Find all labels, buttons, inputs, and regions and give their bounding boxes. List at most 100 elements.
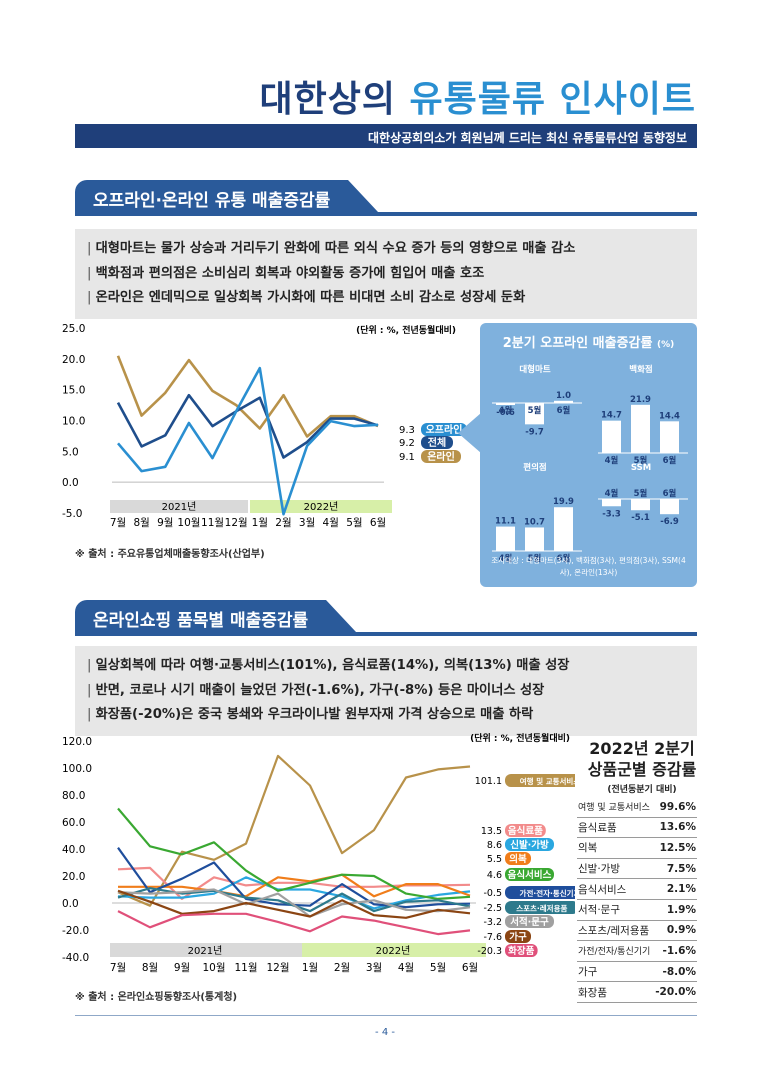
table2: 여행 및 교통서비스 99.6% 음식료품 13.6% 의복 12.5% 신발·가방 7.5%… bbox=[577, 797, 697, 1003]
x-tick-label: 4월 bbox=[398, 962, 414, 974]
panel-title-text: 2분기 오프라인 매출증감률 bbox=[502, 336, 653, 351]
chart1-end-labels: 9.3 오프라인 9.2 전체 9.1 온라인 bbox=[399, 423, 467, 463]
x-tick-label: 1월 bbox=[302, 962, 318, 974]
series-line bbox=[117, 366, 379, 516]
table-row: 음식료품 13.6% bbox=[577, 818, 697, 839]
panel-bar-value: -6.9 bbox=[660, 517, 679, 527]
x-tick-label: 5월 bbox=[430, 962, 446, 974]
y-tick-label: 20.0 bbox=[62, 871, 85, 883]
panel-bar-value: -5.1 bbox=[631, 513, 650, 523]
x-tick-label: 1월 bbox=[252, 517, 268, 529]
chart2-unit-note: (단위 : %, 전년동월대비) bbox=[470, 732, 570, 744]
end-label: 신발·가방 bbox=[510, 839, 549, 851]
end-badge-online bbox=[421, 450, 461, 463]
series-line bbox=[116, 355, 379, 438]
x-tick-label: 10월 bbox=[177, 517, 200, 529]
end-badge bbox=[505, 886, 575, 899]
table-item: 스포츠/레저용품 bbox=[578, 924, 650, 937]
panel-bar-value: 21.9 bbox=[630, 395, 651, 405]
table-value: -8.0% bbox=[662, 965, 696, 978]
panel-month-label: 6월 bbox=[557, 405, 571, 416]
panel-bar bbox=[496, 526, 515, 551]
panel-month-label: 5월 bbox=[528, 553, 542, 564]
table-row: 가구 -8.0% bbox=[577, 962, 697, 983]
end-label: 스포츠·레저용품 bbox=[516, 903, 567, 913]
y-tick-label: 5.0 bbox=[62, 446, 79, 458]
panel-month-label: 4월 bbox=[499, 405, 513, 416]
footer-divider bbox=[75, 1015, 697, 1016]
panel-bar-value: 19.9 bbox=[553, 497, 574, 507]
end-label: 화장품 bbox=[508, 945, 534, 957]
offline-panel: 2분기 오프라인 매출증감률 (%) 대형마트 -0.6 4월 -9.7 5월 1.0 6월… bbox=[480, 323, 697, 587]
panel-bar bbox=[496, 403, 515, 405]
chart1-x-ticks: 7월 8월 9월 10월 11월 12월 1월 2월 3월 4월 5월 6월 bbox=[110, 517, 386, 529]
end-value: -20.3 bbox=[477, 946, 502, 957]
panel-title: 2분기 오프라인 매출증감률 (%) bbox=[480, 332, 697, 351]
table-row: 음식서비스 2.1% bbox=[577, 879, 697, 900]
series-line bbox=[118, 873, 471, 898]
y-tick-label: 0.0 bbox=[62, 477, 79, 489]
section1-source: ※ 출처 : 주요유통업체매출동향조사(산업부) bbox=[75, 549, 265, 560]
table-item: 의복 bbox=[578, 842, 598, 855]
series-line bbox=[117, 889, 471, 919]
y-tick-label: 20.0 bbox=[62, 354, 85, 366]
table-value: -20.0% bbox=[655, 986, 696, 999]
x-tick-label: 2월 bbox=[275, 517, 291, 529]
panel-bar bbox=[525, 403, 544, 425]
section1-heading: 오프라인·온라인 유통 매출증감률 bbox=[75, 180, 379, 212]
table-item: 신발·가방 bbox=[578, 863, 620, 876]
x-tick-label: 7월 bbox=[110, 962, 126, 974]
x-tick-label: 4월 bbox=[323, 517, 339, 529]
panel-pointer bbox=[458, 413, 481, 453]
section2-summary: 일상회복에 따라 여행·교통서비스(101%), 음식료품(14%), 의복(1… bbox=[75, 646, 697, 736]
table-item: 가구 bbox=[578, 966, 598, 979]
end-label: 음식서비스 bbox=[508, 869, 552, 881]
year-label-2021: 2021년 bbox=[188, 945, 223, 957]
end-badge bbox=[505, 824, 546, 837]
table-value: 13.6% bbox=[659, 821, 696, 834]
page-number: - 4 - bbox=[375, 1027, 395, 1038]
end-badge bbox=[505, 838, 554, 851]
summary-line: 대형마트는 물가 상승과 거리두기 완화에 따른 외식 수요 증가 등의 영향으… bbox=[87, 237, 685, 262]
series-line bbox=[117, 888, 471, 918]
panel-bar-value: 14.7 bbox=[601, 411, 622, 421]
end-value-offline: 9.3 bbox=[399, 425, 415, 436]
table-row: 서적·문구 1.9% bbox=[577, 900, 697, 921]
table2-subtitle: (전년동분기 대비) bbox=[607, 785, 677, 795]
x-tick-label: 8월 bbox=[133, 517, 149, 529]
table-row: 스포츠/레저용품 0.9% bbox=[577, 921, 697, 942]
year-band-2022 bbox=[302, 943, 486, 957]
end-value-total: 9.2 bbox=[399, 438, 415, 449]
panel-title-unit: (%) bbox=[656, 340, 675, 350]
end-label: 가구 bbox=[509, 931, 527, 943]
panel-bar-value: -3.3 bbox=[602, 509, 621, 519]
section1-summary: 대형마트는 물가 상승과 거리두기 완화에 따른 외식 수요 증가 등의 영향으… bbox=[75, 229, 697, 319]
table-value: 0.9% bbox=[666, 924, 696, 937]
panel-bar bbox=[554, 507, 573, 551]
chart1-unit-note: (단위 : %, 전년동월대비) bbox=[356, 324, 456, 336]
table-item: 가전/전자/통신기기 bbox=[578, 947, 651, 958]
page-title: 대한상의 유통물류 인사이트 bbox=[259, 70, 696, 122]
table-value: 12.5% bbox=[659, 841, 696, 854]
section2-divider bbox=[75, 632, 697, 636]
end-badge bbox=[505, 944, 538, 957]
end-value: -0.5 bbox=[483, 888, 502, 899]
panel-month-label: 6월 bbox=[663, 455, 677, 466]
x-tick-label: 7월 bbox=[110, 517, 126, 529]
table-value: -1.6% bbox=[662, 944, 696, 957]
year-label-2022: 2022년 bbox=[376, 945, 411, 957]
subtitle-bar: 대한상공회의소가 회원님께 드리는 최신 유통물류산업 동향정보 bbox=[75, 124, 697, 148]
year-label-2022: 2022년 bbox=[304, 501, 339, 513]
end-badge bbox=[505, 774, 575, 787]
year-band-2021 bbox=[110, 943, 302, 957]
chart1-svg: (단위 : %, 전년동월대비) 25.0 20.0 15.0 10.0 5.0 0.0 -… bbox=[62, 323, 467, 529]
panel-bar-charts: 대형마트-0.64월-9.75월1.06월백화점14.74월21.95월14.4… bbox=[492, 364, 688, 564]
summary-line: 백화점과 편의점은 소비심리 회복과 야외활동 증가에 힘입어 매출 호조 bbox=[87, 262, 685, 287]
y-tick-label: 80.0 bbox=[62, 790, 85, 802]
table2-title-line1: 2022년 2분기 bbox=[589, 739, 695, 758]
x-tick-label: 3월 bbox=[299, 517, 315, 529]
y-tick-label: 15.0 bbox=[62, 385, 85, 397]
table-row: 여행 및 교통서비스 99.6% bbox=[577, 797, 697, 818]
table-item: 화장품 bbox=[578, 986, 607, 999]
x-tick-label: 12월 bbox=[266, 962, 289, 974]
